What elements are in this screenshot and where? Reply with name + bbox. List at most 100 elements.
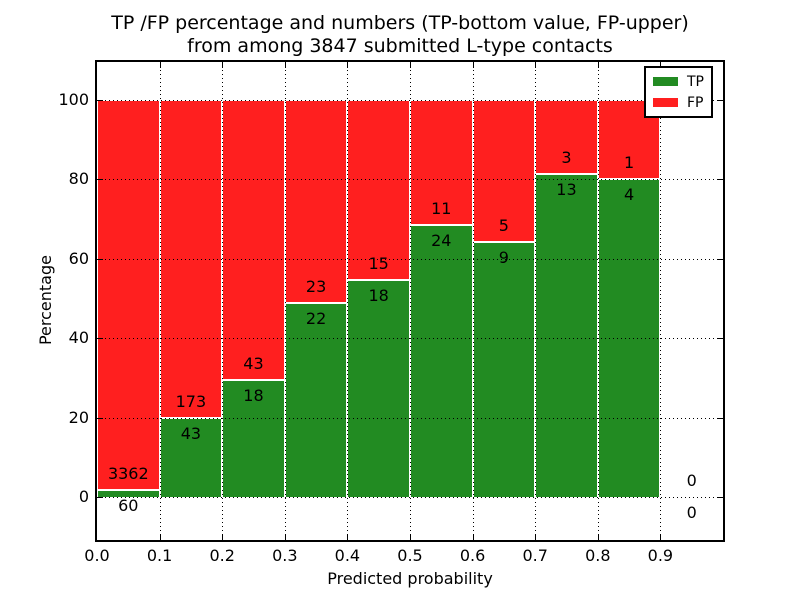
- legend: TP FP: [644, 66, 713, 118]
- x-tick-mark-bottom: [597, 534, 599, 540]
- x-tick-mark-top: [284, 62, 286, 68]
- bar-tp-segment: [535, 174, 598, 497]
- tp-count-label: 18: [243, 385, 264, 405]
- gridline-vertical: [597, 62, 599, 540]
- chart-title: TP /FP percentage and numbers (TP-bottom…: [0, 12, 800, 58]
- x-tick-mark-bottom: [410, 534, 411, 540]
- y-tick-label: 60: [68, 248, 89, 268]
- bar-tp-segment: [472, 241, 536, 497]
- tp-count-label: 18: [368, 286, 389, 306]
- x-tick-label: 0.8: [585, 546, 611, 565]
- x-tick-mark-bottom: [222, 534, 224, 540]
- tp-count-label: 22: [305, 308, 327, 328]
- bar-tp-segment: [347, 280, 410, 497]
- bar-fp-segment: [535, 100, 598, 175]
- y-tick-mark-left: [97, 258, 103, 260]
- y-tick-mark-left: [97, 417, 103, 419]
- fp-count-label: 173: [175, 391, 207, 411]
- bar-tp-segment: [284, 302, 348, 497]
- y-tick-mark-right: [717, 497, 723, 498]
- tp-count-label: 4: [624, 185, 635, 205]
- y-tick-mark-left: [97, 497, 103, 498]
- y-tick-mark-left: [97, 100, 103, 101]
- x-tick-mark-top: [472, 62, 474, 68]
- x-tick-mark-top: [222, 62, 224, 68]
- tp-count-label: 24: [431, 230, 452, 250]
- fp-count-label: 3: [561, 148, 572, 168]
- x-tick-label: 0.6: [459, 546, 486, 565]
- gridline-vertical: [472, 62, 474, 540]
- x-tick-mark-bottom: [159, 534, 161, 540]
- legend-item-tp: TP: [653, 71, 711, 92]
- y-tick-label: 40: [68, 328, 89, 348]
- tp-count-label: 0: [686, 503, 697, 522]
- tp-count-label: 13: [556, 180, 577, 200]
- x-tick-mark-bottom: [472, 534, 474, 540]
- x-tick-mark-top: [535, 62, 537, 68]
- bar-tp-segment: [410, 224, 473, 497]
- y-tick-label: 80: [68, 169, 89, 189]
- x-tick-label: 0.4: [334, 546, 361, 565]
- bar-fp-segment: [97, 100, 160, 491]
- y-tick-mark-right: [717, 338, 723, 340]
- bar-fp-segment: [284, 100, 348, 303]
- fp-count-label: 0: [686, 471, 697, 490]
- x-tick-mark-top: [410, 62, 411, 68]
- legend-label-tp: TP: [687, 73, 704, 90]
- y-tick-label: 20: [68, 407, 89, 427]
- legend-swatch-tp: [653, 77, 678, 86]
- x-tick-label: 0.3: [272, 546, 298, 565]
- plot-area: 3362 60 173 43 43 18 23 22 15 18 11 24 5 9 3 13 1 4 0 0: [97, 62, 723, 540]
- y-tick-mark-right: [717, 100, 723, 101]
- gridline-vertical: [410, 62, 411, 540]
- y-tick-mark-right: [717, 417, 723, 419]
- legend-item-fp: FP: [653, 92, 711, 113]
- x-tick-mark-top: [159, 62, 161, 68]
- fp-count-label: 5: [498, 215, 509, 235]
- x-tick-mark-top: [597, 62, 599, 68]
- x-tick-label: 0.9: [647, 546, 674, 565]
- chart-title-line1: TP /FP percentage and numbers (TP-bottom…: [111, 12, 689, 34]
- x-tick-mark-bottom: [284, 534, 286, 540]
- legend-swatch-fp: [653, 98, 678, 107]
- fp-count-label: 11: [431, 198, 452, 218]
- bar-fp-segment: [222, 100, 285, 380]
- y-axis-label: Percentage: [36, 255, 55, 346]
- legend-label-fp: FP: [687, 94, 704, 111]
- bar-fp-segment: [410, 100, 473, 225]
- gridline-vertical: [222, 62, 224, 540]
- gridline-vertical: [535, 62, 537, 540]
- tp-count-label: 60: [118, 496, 139, 516]
- x-tick-mark-bottom: [347, 534, 349, 540]
- gridline-vertical: [159, 62, 161, 540]
- x-tick-mark-bottom: [535, 534, 537, 540]
- x-tick-label: 0.7: [522, 546, 548, 565]
- fp-count-label: 3362: [107, 464, 149, 484]
- y-tick-label: 0: [78, 487, 89, 506]
- tp-count-label: 9: [498, 247, 509, 267]
- x-tick-label: 0.1: [146, 546, 173, 565]
- fp-count-label: 43: [243, 353, 264, 373]
- fp-count-label: 23: [305, 276, 327, 296]
- gridline-vertical: [660, 62, 662, 540]
- x-tick-mark-bottom: [660, 534, 662, 540]
- bar-tp-segment: [97, 490, 160, 497]
- y-tick-mark-left: [97, 338, 103, 340]
- bar-tp-segment: [222, 379, 285, 497]
- chart-title-line2: from among 3847 submitted L-type contact…: [187, 35, 613, 57]
- gridline-vertical: [347, 62, 349, 540]
- x-tick-label: 0.2: [209, 546, 235, 565]
- x-tick-label: 0.5: [397, 546, 423, 565]
- y-tick-mark-right: [717, 179, 723, 181]
- x-axis-label: Predicted probability: [327, 569, 493, 588]
- fp-count-label: 1: [624, 153, 635, 173]
- y-tick-mark-right: [717, 258, 723, 260]
- x-tick-mark-top: [660, 62, 662, 68]
- x-tick-mark-top: [347, 62, 349, 68]
- y-tick-mark-left: [97, 179, 103, 181]
- fp-count-label: 15: [368, 254, 389, 274]
- bar-fp-segment: [347, 100, 410, 281]
- gridline-vertical: [284, 62, 286, 540]
- x-tick-label: 0.0: [84, 546, 110, 565]
